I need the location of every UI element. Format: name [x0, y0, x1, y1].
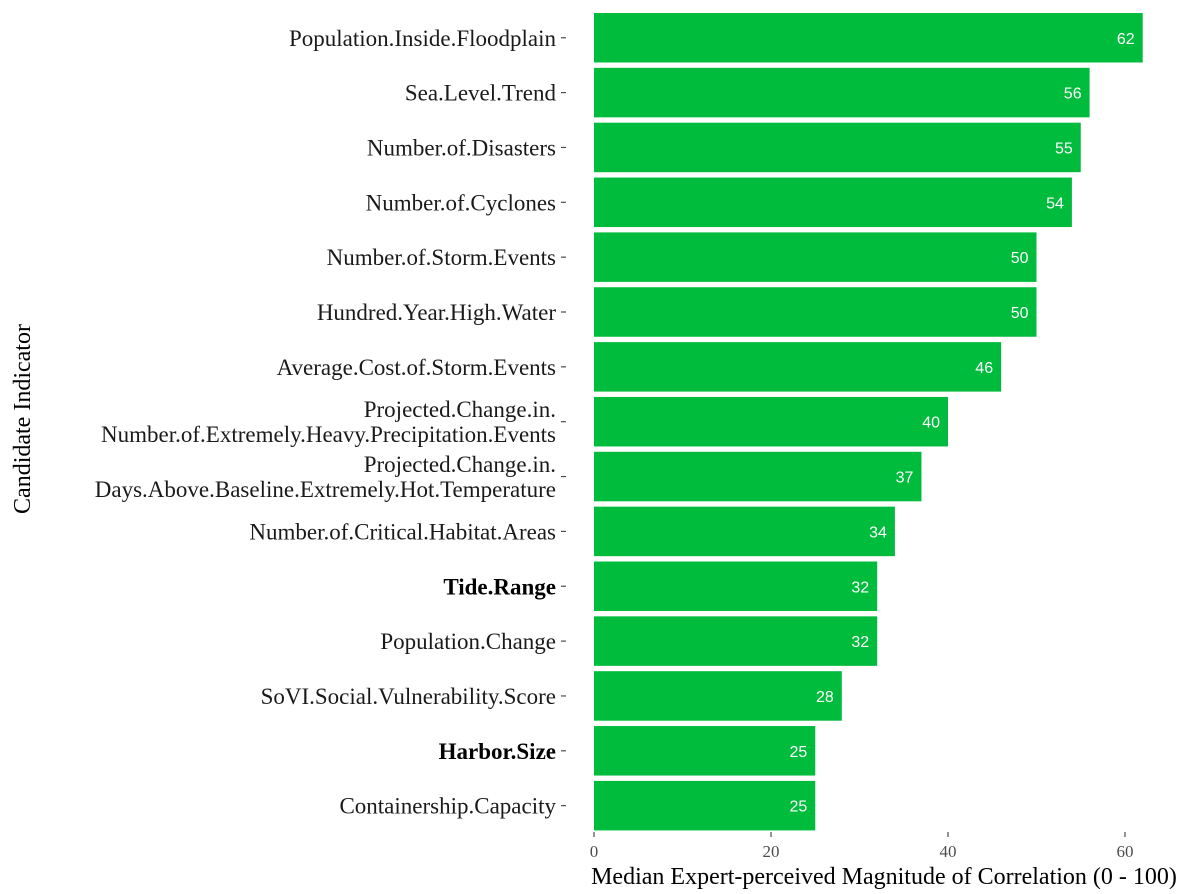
- category-label: Population.Inside.Floodplain: [289, 26, 557, 51]
- bar-value-label: 62: [1117, 31, 1135, 48]
- bar-value-label: 50: [1011, 305, 1029, 322]
- bar-value-label: 50: [1011, 250, 1029, 267]
- bar: [594, 726, 816, 776]
- category-label: Days.Above.Baseline.Extremely.Hot.Temper…: [95, 477, 556, 502]
- x-tick-label: 60: [1117, 842, 1134, 861]
- bar-value-label: 25: [789, 744, 807, 761]
- bar: [594, 13, 1143, 63]
- category-label: SoVI.Social.Vulnerability.Score: [261, 684, 556, 709]
- bar: [594, 177, 1072, 228]
- bar: [594, 287, 1037, 337]
- bar-value-label: 37: [896, 470, 914, 487]
- x-tick-label: 40: [940, 842, 957, 861]
- category-label: Number.of.Disasters: [367, 135, 556, 160]
- category-label: Projected.Change.in.: [364, 397, 556, 422]
- category-label: Hundred.Year.High.Water: [317, 300, 557, 325]
- bar-value-label: 28: [816, 689, 834, 706]
- bar: [594, 122, 1081, 173]
- bar: [594, 342, 1002, 392]
- category-label: Projected.Change.in.: [364, 452, 556, 477]
- bar-value-label: 55: [1055, 140, 1073, 157]
- x-axis-title: Median Expert-perceived Magnitude of Cor…: [591, 864, 1177, 889]
- bar: [594, 232, 1037, 282]
- category-label: Population.Change: [380, 629, 556, 654]
- bar: [594, 506, 895, 557]
- bar: [594, 396, 948, 447]
- bar: [594, 67, 1090, 118]
- bar-value-label: 32: [851, 579, 869, 596]
- category-label: Number.of.Cyclones: [366, 190, 556, 215]
- bar-value-label: 54: [1046, 195, 1064, 212]
- bar-value-label: 46: [975, 360, 993, 377]
- bar-value-label: 56: [1064, 86, 1082, 103]
- category-label: Number.of.Critical.Habitat.Areas: [249, 519, 556, 544]
- y-axis-title: Candidate Indicator: [10, 324, 36, 514]
- x-axis-ticks: 0 20 40 60: [590, 832, 1134, 861]
- y-axis-categories: Population.Inside.Floodplain Sea.Level.Tr…: [95, 26, 566, 819]
- category-label: Number.of.Storm.Events: [327, 245, 556, 270]
- bar: [594, 451, 922, 502]
- category-label: Number.of.Extremely.Heavy.Precipitation.…: [101, 422, 556, 447]
- bar: [594, 671, 842, 721]
- x-tick-label: 20: [763, 842, 780, 861]
- category-label: Average.Cost.of.Storm.Events: [277, 355, 556, 380]
- bar-value-label: 32: [851, 634, 869, 651]
- category-label: Sea.Level.Trend: [405, 81, 557, 106]
- bar-value-label: 25: [789, 799, 807, 816]
- value-labels-group: 62 56 55 54 50 50 46 40 37 34 32 32 28 25 25: [789, 31, 1134, 816]
- bar-value-label: 40: [922, 415, 940, 432]
- category-label: Harbor.Size: [439, 739, 556, 764]
- bars-group: [594, 13, 1143, 831]
- x-tick-label: 0: [590, 842, 599, 861]
- bar: [594, 616, 878, 666]
- bar: [594, 561, 878, 611]
- category-label: Tide.Range: [443, 574, 556, 599]
- bar: [594, 780, 816, 831]
- bar-value-label: 34: [869, 524, 887, 541]
- category-label: Containership.Capacity: [339, 794, 556, 819]
